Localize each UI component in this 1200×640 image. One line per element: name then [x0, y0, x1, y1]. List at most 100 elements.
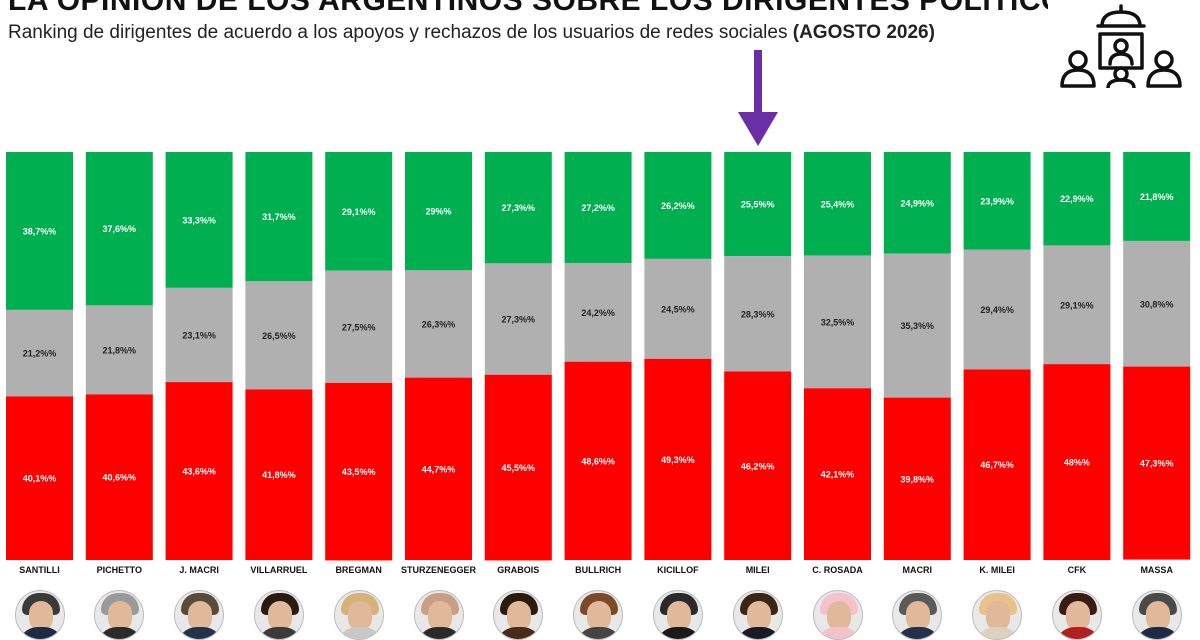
avatar-face — [267, 601, 292, 631]
stacked-bar-chart: 38,7%% 21,2%% 40,1%% SANTILLI 37,6%% 21,8%% 40… — [6, 152, 1191, 575]
data-label-neutral-13: 29,4%% — [980, 305, 1014, 315]
data-label-reject-1: 40,1%% — [23, 474, 57, 484]
page-subtitle: Ranking de dirigentes de acuerdo a los a… — [8, 22, 935, 44]
data-label-neutral-14: 29,1%% — [1060, 300, 1094, 310]
avatar-face — [906, 601, 931, 631]
data-label-neutral-11: 32,5%% — [821, 317, 855, 327]
data-label-reject-8: 48,6%% — [581, 456, 615, 466]
avatar — [14, 590, 65, 640]
bar-neutral-9 — [644, 258, 712, 359]
avatar-face — [826, 601, 851, 631]
data-label-support-4: 31,7%% — [262, 212, 296, 222]
bar-neutral-8 — [564, 262, 632, 362]
bar-support-3 — [165, 152, 233, 288]
bar-neutral-3 — [165, 287, 233, 383]
data-label-support-13: 23,9%% — [980, 196, 1014, 206]
down-arrow-icon — [738, 50, 778, 146]
bar-reject-8 — [564, 361, 632, 560]
avatar-body — [336, 627, 383, 639]
bar-support-2 — [85, 152, 153, 306]
category-label-2: PICHETTO — [97, 565, 142, 575]
bar-neutral-15 — [1123, 240, 1191, 367]
data-label-neutral-5: 27,5%% — [342, 322, 376, 332]
bar-neutral-6 — [405, 270, 472, 378]
category-label-11: C. ROSADA — [812, 565, 863, 575]
bar-support-14 — [1043, 152, 1111, 246]
data-label-neutral-12: 35,3%% — [901, 321, 935, 331]
avatar-face — [108, 601, 133, 631]
avatar-face — [986, 601, 1011, 631]
avatar — [94, 590, 145, 640]
data-label-reject-11: 42,1%% — [821, 470, 855, 480]
data-label-support-7: 27,3%% — [502, 203, 536, 213]
data-label-reject-9: 49,3%% — [661, 455, 695, 465]
data-label-reject-3: 43,6%% — [182, 467, 216, 477]
category-label-9: KICILLOF — [657, 565, 699, 575]
avatar — [253, 590, 304, 640]
bar-reject-3 — [165, 382, 233, 560]
bar-support-11 — [804, 152, 871, 256]
avatar-face — [28, 601, 53, 631]
data-label-reject-13: 46,7%% — [980, 460, 1014, 470]
category-label-5: BREGMAN — [335, 565, 382, 575]
avatar — [413, 590, 464, 640]
bar-support-15 — [1123, 152, 1191, 241]
data-label-support-10: 25,5%% — [741, 200, 775, 210]
data-label-reject-4: 41,8%% — [262, 470, 296, 480]
bar-support-12 — [883, 152, 951, 254]
data-label-support-2: 37,6%% — [103, 224, 137, 234]
bar-reject-4 — [245, 389, 313, 560]
data-label-neutral-4: 26,5%% — [262, 331, 296, 341]
audience-podium-icon — [1060, 4, 1182, 88]
data-label-neutral-2: 21,8%% — [103, 345, 137, 355]
data-label-neutral-6: 26,3%% — [422, 319, 456, 329]
avatar-row — [0, 590, 1200, 640]
avatar-face — [666, 601, 691, 631]
bar-neutral-10 — [724, 256, 792, 372]
avatar-body — [576, 627, 623, 639]
bar-support-6 — [405, 152, 472, 271]
data-label-reject-5: 43,5%% — [342, 467, 376, 477]
category-label-10: MILEI — [746, 565, 770, 575]
category-label-15: MASSA — [1140, 565, 1173, 575]
data-label-reject-2: 40,6%% — [103, 473, 137, 483]
avatar-body — [17, 627, 64, 639]
subtitle-text: Ranking de dirigentes de acuerdo a los a… — [8, 22, 788, 43]
bar-reject-6 — [405, 377, 472, 560]
avatar-face — [1145, 601, 1170, 631]
data-label-support-9: 26,2%% — [661, 201, 695, 211]
data-label-reject-10: 46,2%% — [741, 461, 775, 471]
avatar-body — [895, 627, 942, 639]
data-label-reject-12: 39,8%% — [901, 474, 935, 484]
data-label-neutral-1: 21,2%% — [23, 349, 57, 359]
bar-support-5 — [325, 152, 393, 271]
avatar — [812, 590, 863, 640]
bar-support-8 — [564, 152, 632, 263]
bar-reject-7 — [484, 374, 552, 561]
bar-support-10 — [724, 152, 792, 257]
category-label-8: BULLRICH — [575, 565, 621, 575]
bar-neutral-4 — [245, 281, 313, 390]
bar-support-4 — [245, 152, 313, 282]
data-label-reject-7: 45,5%% — [502, 463, 536, 473]
bar-support-1 — [6, 152, 73, 310]
avatar — [1131, 590, 1182, 640]
avatar-body — [256, 627, 303, 639]
avatar-body — [1054, 627, 1101, 639]
avatar-face — [427, 601, 452, 631]
avatar-body — [735, 627, 782, 639]
data-label-reject-14: 48%% — [1064, 458, 1090, 468]
data-label-reject-6: 44,7%% — [422, 464, 456, 474]
bar-reject-1 — [6, 396, 73, 560]
bar-neutral-11 — [804, 255, 871, 389]
avatar — [972, 590, 1023, 640]
avatar — [892, 590, 943, 640]
bar-neutral-7 — [484, 263, 552, 375]
subtitle-period: (AGOSTO 2026) — [792, 22, 935, 43]
category-label-7: GRABOIS — [497, 565, 539, 575]
bar-reject-5 — [325, 382, 393, 561]
data-label-support-14: 22,9%% — [1060, 194, 1094, 204]
avatar-body — [416, 627, 463, 639]
avatar — [1051, 590, 1102, 640]
bar-reject-13 — [963, 369, 1031, 560]
